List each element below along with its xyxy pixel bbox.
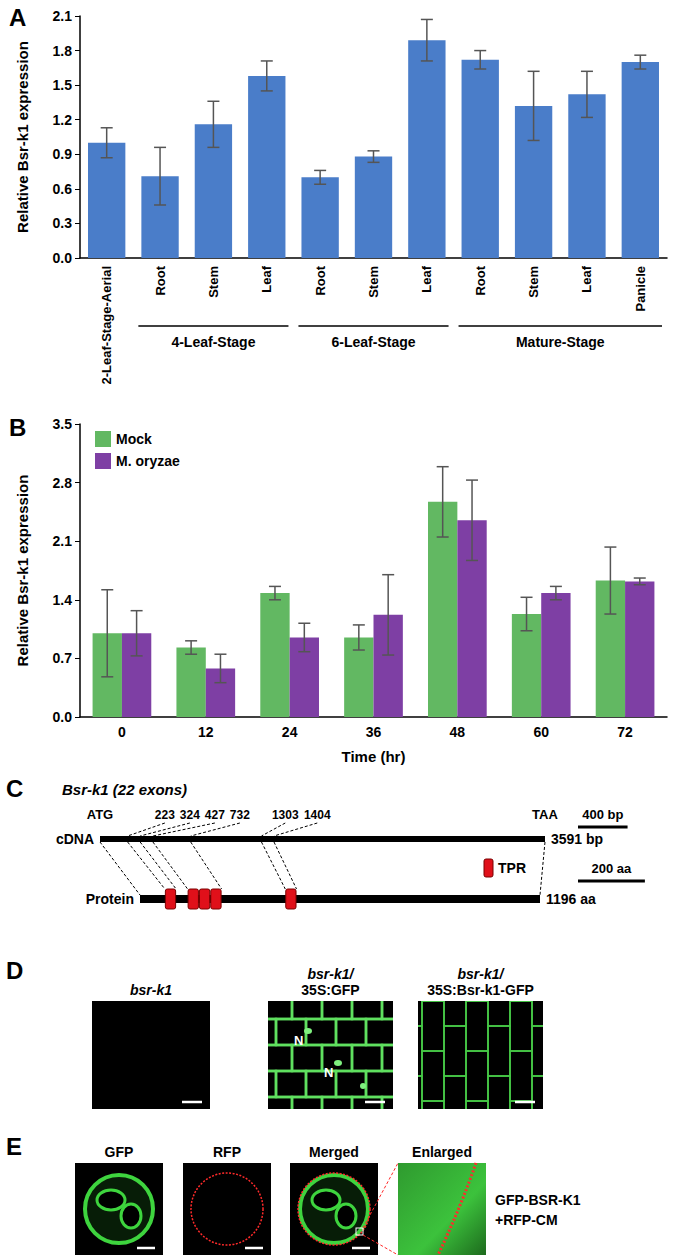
- svg-text:Stem: Stem: [206, 266, 221, 298]
- svg-text:35S:GFP: 35S:GFP: [301, 982, 359, 998]
- svg-text:TAA: TAA: [532, 807, 558, 822]
- svg-text:Root: Root: [473, 265, 488, 295]
- svg-text:0.3: 0.3: [53, 215, 73, 231]
- svg-text:36: 36: [366, 724, 382, 740]
- svg-text:C: C: [6, 775, 23, 802]
- svg-text:3.5: 3.5: [53, 416, 73, 432]
- svg-text:E: E: [6, 1133, 22, 1160]
- svg-text:2.8: 2.8: [53, 475, 73, 491]
- svg-text:2-Leaf-Stage-Aerial: 2-Leaf-Stage-Aerial: [99, 266, 114, 384]
- svg-text:1.5: 1.5: [53, 77, 73, 93]
- svg-text:732: 732: [230, 808, 250, 822]
- svg-text:0.0: 0.0: [53, 709, 73, 725]
- svg-text:Leaf: Leaf: [579, 265, 594, 292]
- svg-text:Protein: Protein: [86, 891, 134, 907]
- svg-text:4-Leaf-Stage: 4-Leaf-Stage: [171, 334, 255, 350]
- svg-text:6-Leaf-Stage: 6-Leaf-Stage: [331, 334, 415, 350]
- svg-text:1404: 1404: [304, 808, 331, 822]
- svg-text:2.1: 2.1: [53, 533, 73, 549]
- svg-text:Leaf: Leaf: [419, 265, 434, 292]
- svg-text:0.9: 0.9: [53, 146, 73, 162]
- svg-text:Leaf: Leaf: [259, 265, 274, 292]
- svg-text:324: 324: [180, 808, 200, 822]
- svg-text:Relative Bsr-k1 expression: Relative Bsr-k1 expression: [14, 475, 31, 667]
- svg-text:A: A: [9, 4, 26, 31]
- svg-text:Panicle: Panicle: [633, 266, 648, 312]
- svg-text:12: 12: [198, 724, 214, 740]
- svg-text:RFP: RFP: [213, 1144, 241, 1160]
- svg-text:1196 aa: 1196 aa: [546, 891, 596, 907]
- svg-text:N: N: [294, 1033, 303, 1048]
- svg-text:B: B: [9, 414, 26, 441]
- svg-text:1303: 1303: [272, 808, 299, 822]
- svg-text:bsr-k1/: bsr-k1/: [458, 966, 506, 982]
- svg-text:427: 427: [205, 808, 225, 822]
- svg-text:Stem: Stem: [366, 266, 381, 298]
- svg-text:60: 60: [533, 724, 549, 740]
- svg-text:Merged: Merged: [309, 1144, 359, 1160]
- svg-text:1.2: 1.2: [53, 112, 73, 128]
- svg-text:Mature-Stage: Mature-Stage: [516, 334, 605, 350]
- svg-text:Root: Root: [313, 265, 328, 295]
- svg-text:Stem: Stem: [526, 266, 541, 298]
- svg-text:200 aa: 200 aa: [592, 861, 633, 876]
- svg-text:3591 bp: 3591 bp: [551, 831, 603, 847]
- svg-text:D: D: [6, 957, 23, 984]
- svg-text:bsr-k1: bsr-k1: [130, 982, 172, 998]
- svg-text:0.6: 0.6: [53, 181, 73, 197]
- svg-text:Enlarged: Enlarged: [412, 1144, 472, 1160]
- svg-text:0: 0: [118, 724, 126, 740]
- svg-text:Relative Bsr-k1 expression: Relative Bsr-k1 expression: [14, 41, 31, 233]
- svg-text:35S:Bsr-k1-GFP: 35S:Bsr-k1-GFP: [427, 982, 534, 998]
- svg-text:GFP: GFP: [105, 1144, 134, 1160]
- svg-text:Root: Root: [153, 265, 168, 295]
- svg-text:0.0: 0.0: [53, 250, 73, 266]
- svg-text:TPR: TPR: [498, 860, 526, 876]
- svg-text:24: 24: [282, 724, 298, 740]
- svg-text:Time (hr): Time (hr): [342, 748, 406, 765]
- svg-text:2.1: 2.1: [53, 8, 73, 24]
- svg-text:ATG: ATG: [87, 807, 113, 822]
- svg-text:Bsr-k1 (22 exons): Bsr-k1 (22 exons): [62, 781, 187, 798]
- svg-text:48: 48: [450, 724, 466, 740]
- svg-text:N: N: [324, 1065, 333, 1080]
- svg-text:cDNA: cDNA: [56, 831, 94, 847]
- svg-text:+RFP-CM: +RFP-CM: [495, 1212, 558, 1228]
- svg-text:1.4: 1.4: [53, 592, 73, 608]
- svg-text:bsr-k1/: bsr-k1/: [308, 966, 356, 982]
- svg-text:0.7: 0.7: [53, 650, 73, 666]
- svg-text:72: 72: [617, 724, 633, 740]
- svg-text:Mock: Mock: [116, 431, 152, 447]
- svg-text:GFP-BSR-K1: GFP-BSR-K1: [495, 1192, 581, 1208]
- svg-text:400 bp: 400 bp: [582, 807, 623, 822]
- svg-text:M. oryzae: M. oryzae: [116, 453, 180, 469]
- svg-text:1.8: 1.8: [53, 43, 73, 59]
- svg-text:223: 223: [155, 808, 175, 822]
